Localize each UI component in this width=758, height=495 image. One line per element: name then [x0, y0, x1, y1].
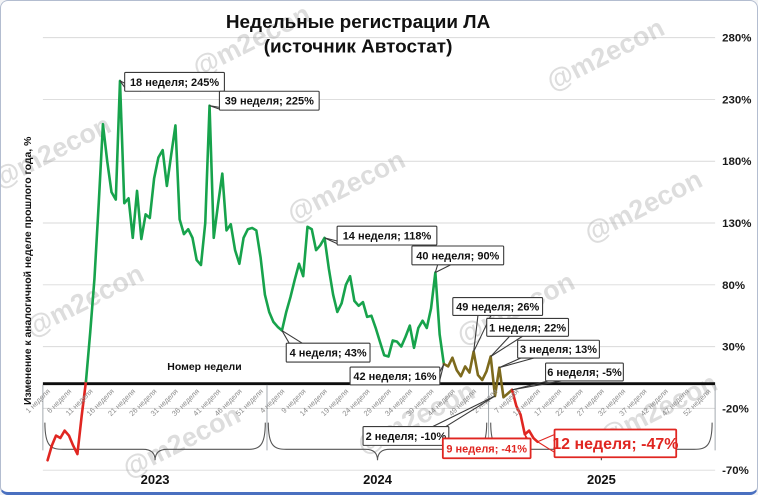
year-label: 2025	[587, 472, 616, 487]
callout-label: 3 неделя; 13%	[520, 344, 597, 356]
year-brace	[44, 422, 266, 461]
callout-pointer	[537, 441, 555, 453]
y-tick-label: -20%	[722, 403, 749, 415]
callout-pointer	[445, 395, 496, 427]
callout-pointer	[537, 433, 555, 443]
callout-label: 4 неделя; 43%	[290, 348, 367, 360]
callout-box	[218, 90, 320, 111]
callout-pointer	[499, 357, 521, 369]
y-tick-label: 230%	[722, 94, 751, 106]
watermark-text: @m2econ	[1, 109, 116, 193]
y-tick-label: 80%	[722, 280, 745, 292]
y-tick-label: 130%	[722, 218, 751, 230]
chart-title-line2: (источник Автостат)	[264, 37, 453, 58]
callout-box	[517, 339, 600, 359]
callout-pointer	[432, 395, 496, 428]
callout-box	[124, 71, 225, 92]
callout-box	[545, 362, 624, 382]
callout-box	[411, 245, 505, 266]
callout-box	[486, 317, 570, 337]
callout-label: 40 неделя; 90%	[416, 250, 499, 262]
callout-box	[362, 425, 450, 446]
callout-label: 18 неделя; 245%	[130, 77, 219, 89]
callout-pointer	[490, 335, 511, 357]
callout-pointer	[439, 363, 445, 381]
callout-label: 1 неделя; 22%	[489, 322, 566, 334]
callout-box	[452, 297, 544, 316]
callout-pointer	[511, 380, 562, 391]
callout-box	[349, 366, 441, 386]
callout-label: 42 неделя; 16%	[353, 371, 436, 383]
callout-box	[336, 225, 438, 246]
callout-pointer	[499, 357, 534, 369]
y-tick-label: 180%	[722, 156, 751, 168]
callout-label: 9 неделя; -41%	[446, 443, 527, 455]
callout-label: 12 неделя; -47%	[552, 436, 678, 453]
callout-pointer	[490, 335, 523, 357]
chart-line-segment	[442, 350, 514, 399]
gridlines-layer	[42, 37, 716, 471]
callout-pointer	[435, 264, 451, 273]
chart-line-segment	[84, 79, 446, 383]
x-axis-title: Номер недели	[167, 362, 241, 373]
y-tick-label: 280%	[722, 33, 751, 45]
watermark-text: @m2econ	[282, 144, 410, 228]
callout-box	[553, 428, 678, 459]
y-axis-title: Изменение к аналогичной неделе прошлого …	[23, 137, 34, 405]
y-tick-label: -70%	[722, 465, 749, 477]
callout-label: 49 неделя; 26%	[456, 301, 539, 313]
callout-label: 6 неделя; -5%	[547, 367, 622, 379]
year-label: 2023	[141, 472, 170, 487]
callout-pointer	[434, 264, 439, 273]
callout-label: 39 неделя; 225%	[225, 96, 314, 108]
callout-pointer	[281, 330, 303, 344]
callout-label: 2 неделя; -10%	[366, 431, 447, 443]
callout-label: 14 неделя; 118%	[343, 231, 432, 243]
year-label: 2024	[363, 472, 393, 487]
watermark-text: @m2econ	[21, 258, 149, 342]
callouts-layer: 18 неделя; 245% 39 неделя; 225% 14 неделя;…	[119, 71, 678, 460]
callout-box	[441, 437, 532, 460]
callout-box	[285, 342, 371, 363]
watermark-text: @m2econ	[541, 12, 669, 96]
callout-pointer	[473, 315, 479, 352]
y-tick-label: 30%	[722, 342, 745, 354]
chart-line-segment	[46, 379, 88, 462]
watermark-text: @m2econ	[579, 164, 707, 248]
chart-title-line1: Недельные регистрации ЛА	[226, 12, 491, 33]
callout-pointer	[281, 330, 290, 344]
